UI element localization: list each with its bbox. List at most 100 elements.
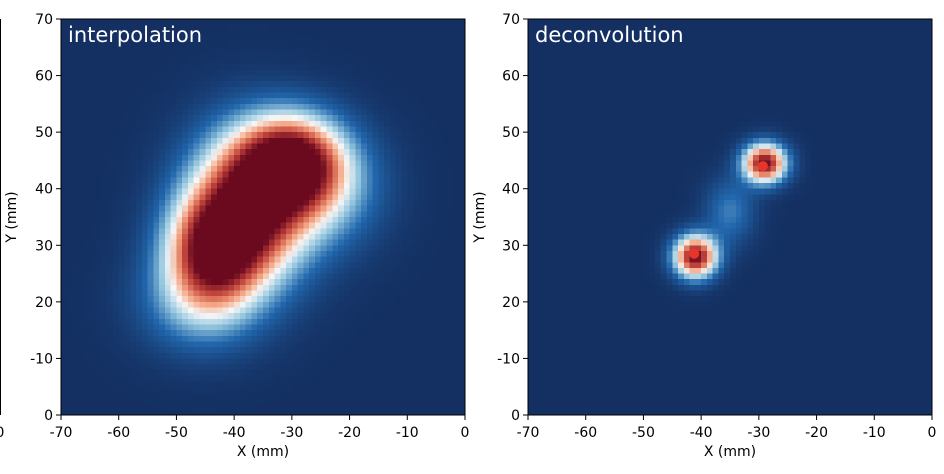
heatmap-cell (441, 171, 449, 178)
heatmap-cell (459, 228, 466, 235)
heatmap-cell (355, 75, 362, 82)
heatmap-cell (320, 194, 328, 201)
heatmap-cell (395, 183, 403, 190)
heatmap-cell (187, 222, 195, 229)
heatmap-cell (418, 171, 426, 178)
heatmap-cell (424, 347, 431, 354)
heatmap-cell (101, 143, 108, 150)
heatmap-cell (251, 364, 258, 371)
heatmap-cell (378, 126, 385, 133)
heatmap-cell (141, 19, 149, 26)
heatmap-cell (355, 81, 362, 88)
heatmap-cell (424, 143, 431, 150)
heatmap-cell (424, 205, 431, 212)
heatmap-cell (343, 126, 351, 133)
heatmap-cell (147, 132, 154, 139)
heatmap-cell (413, 132, 420, 139)
heatmap-cell (338, 358, 345, 365)
heatmap-cell (413, 324, 420, 331)
heatmap-cell (205, 398, 212, 405)
heatmap-cell (355, 392, 362, 399)
heatmap-cell (343, 330, 351, 337)
heatmap-cell (153, 211, 160, 218)
heatmap-cell (130, 194, 137, 201)
heatmap-cell (147, 183, 154, 190)
heatmap-cell (257, 392, 264, 399)
heatmap-cell (436, 273, 443, 280)
heatmap-cell (170, 211, 178, 218)
heatmap-cell (574, 19, 581, 26)
heatmap-cell (297, 267, 304, 275)
heatmap-cell (193, 58, 201, 65)
heatmap-cell (274, 58, 281, 65)
heatmap-cell (297, 171, 304, 178)
heatmap-cell (245, 160, 253, 167)
heatmap-cell (234, 267, 241, 275)
heatmap-cell (147, 103, 154, 111)
heatmap-cell (389, 58, 397, 65)
heatmap-cell (78, 171, 85, 178)
heatmap-cell (263, 205, 270, 212)
heatmap-cell (216, 183, 224, 190)
heatmap-cell (130, 120, 137, 128)
heatmap-cell (280, 403, 287, 410)
heatmap-cell (182, 143, 189, 150)
heatmap-cell (303, 160, 310, 167)
heatmap-cell (418, 166, 426, 173)
heatmap-cell (447, 352, 455, 360)
heatmap-cell (413, 188, 420, 195)
heatmap-cell (309, 126, 316, 133)
heatmap-cell (297, 183, 304, 190)
heatmap-cell (268, 217, 276, 224)
heatmap-cell (170, 103, 178, 111)
heatmap-cell (107, 58, 114, 65)
heatmap-cell (136, 347, 143, 354)
heatmap-cell (384, 228, 391, 235)
heatmap-cell (297, 352, 304, 360)
heatmap-cell (286, 398, 293, 405)
heatmap-cell (297, 290, 304, 297)
heatmap-cell (141, 211, 149, 218)
heatmap-cell (384, 245, 391, 252)
heatmap-cell (118, 86, 126, 94)
heatmap-cell (314, 301, 322, 309)
heatmap-cell (441, 188, 449, 195)
heatmap-cell (130, 126, 137, 133)
heatmap-cell (303, 103, 310, 111)
heatmap-cell (441, 149, 449, 156)
heatmap-cell (234, 166, 241, 173)
heatmap-cell (263, 64, 270, 71)
heatmap-cell (441, 205, 449, 212)
heatmap-cell (366, 41, 374, 48)
heatmap-cell (349, 369, 356, 376)
heatmap-cell (291, 217, 299, 224)
heatmap-cell (234, 375, 241, 382)
heatmap-cell (303, 69, 310, 77)
heatmap-cell (112, 205, 120, 212)
heatmap-cell (78, 166, 85, 173)
heatmap-cell (274, 171, 281, 178)
heatmap-cell (401, 103, 408, 111)
heatmap-cell (107, 228, 114, 235)
heatmap-cell (407, 160, 414, 167)
heatmap-cell (153, 313, 160, 320)
heatmap-cell (136, 228, 143, 235)
heatmap-cell (378, 211, 385, 218)
heatmap-cell (395, 200, 403, 207)
heatmap-cell (107, 81, 114, 88)
heatmap-cell (338, 324, 345, 331)
heatmap-cell (245, 205, 253, 212)
heatmap-cell (153, 279, 160, 286)
heatmap-cell (61, 233, 68, 241)
heatmap-cell (187, 64, 195, 71)
heatmap-cell (297, 126, 304, 133)
heatmap-cell (182, 284, 189, 292)
heatmap-cell (153, 171, 160, 178)
heatmap-cell (118, 188, 126, 195)
heatmap-cell (459, 194, 466, 201)
heatmap-cell (389, 126, 397, 133)
heatmap-cell (72, 188, 79, 195)
heatmap-cell (130, 200, 137, 207)
heatmap-cell (378, 318, 385, 326)
heatmap-cell (338, 369, 345, 376)
